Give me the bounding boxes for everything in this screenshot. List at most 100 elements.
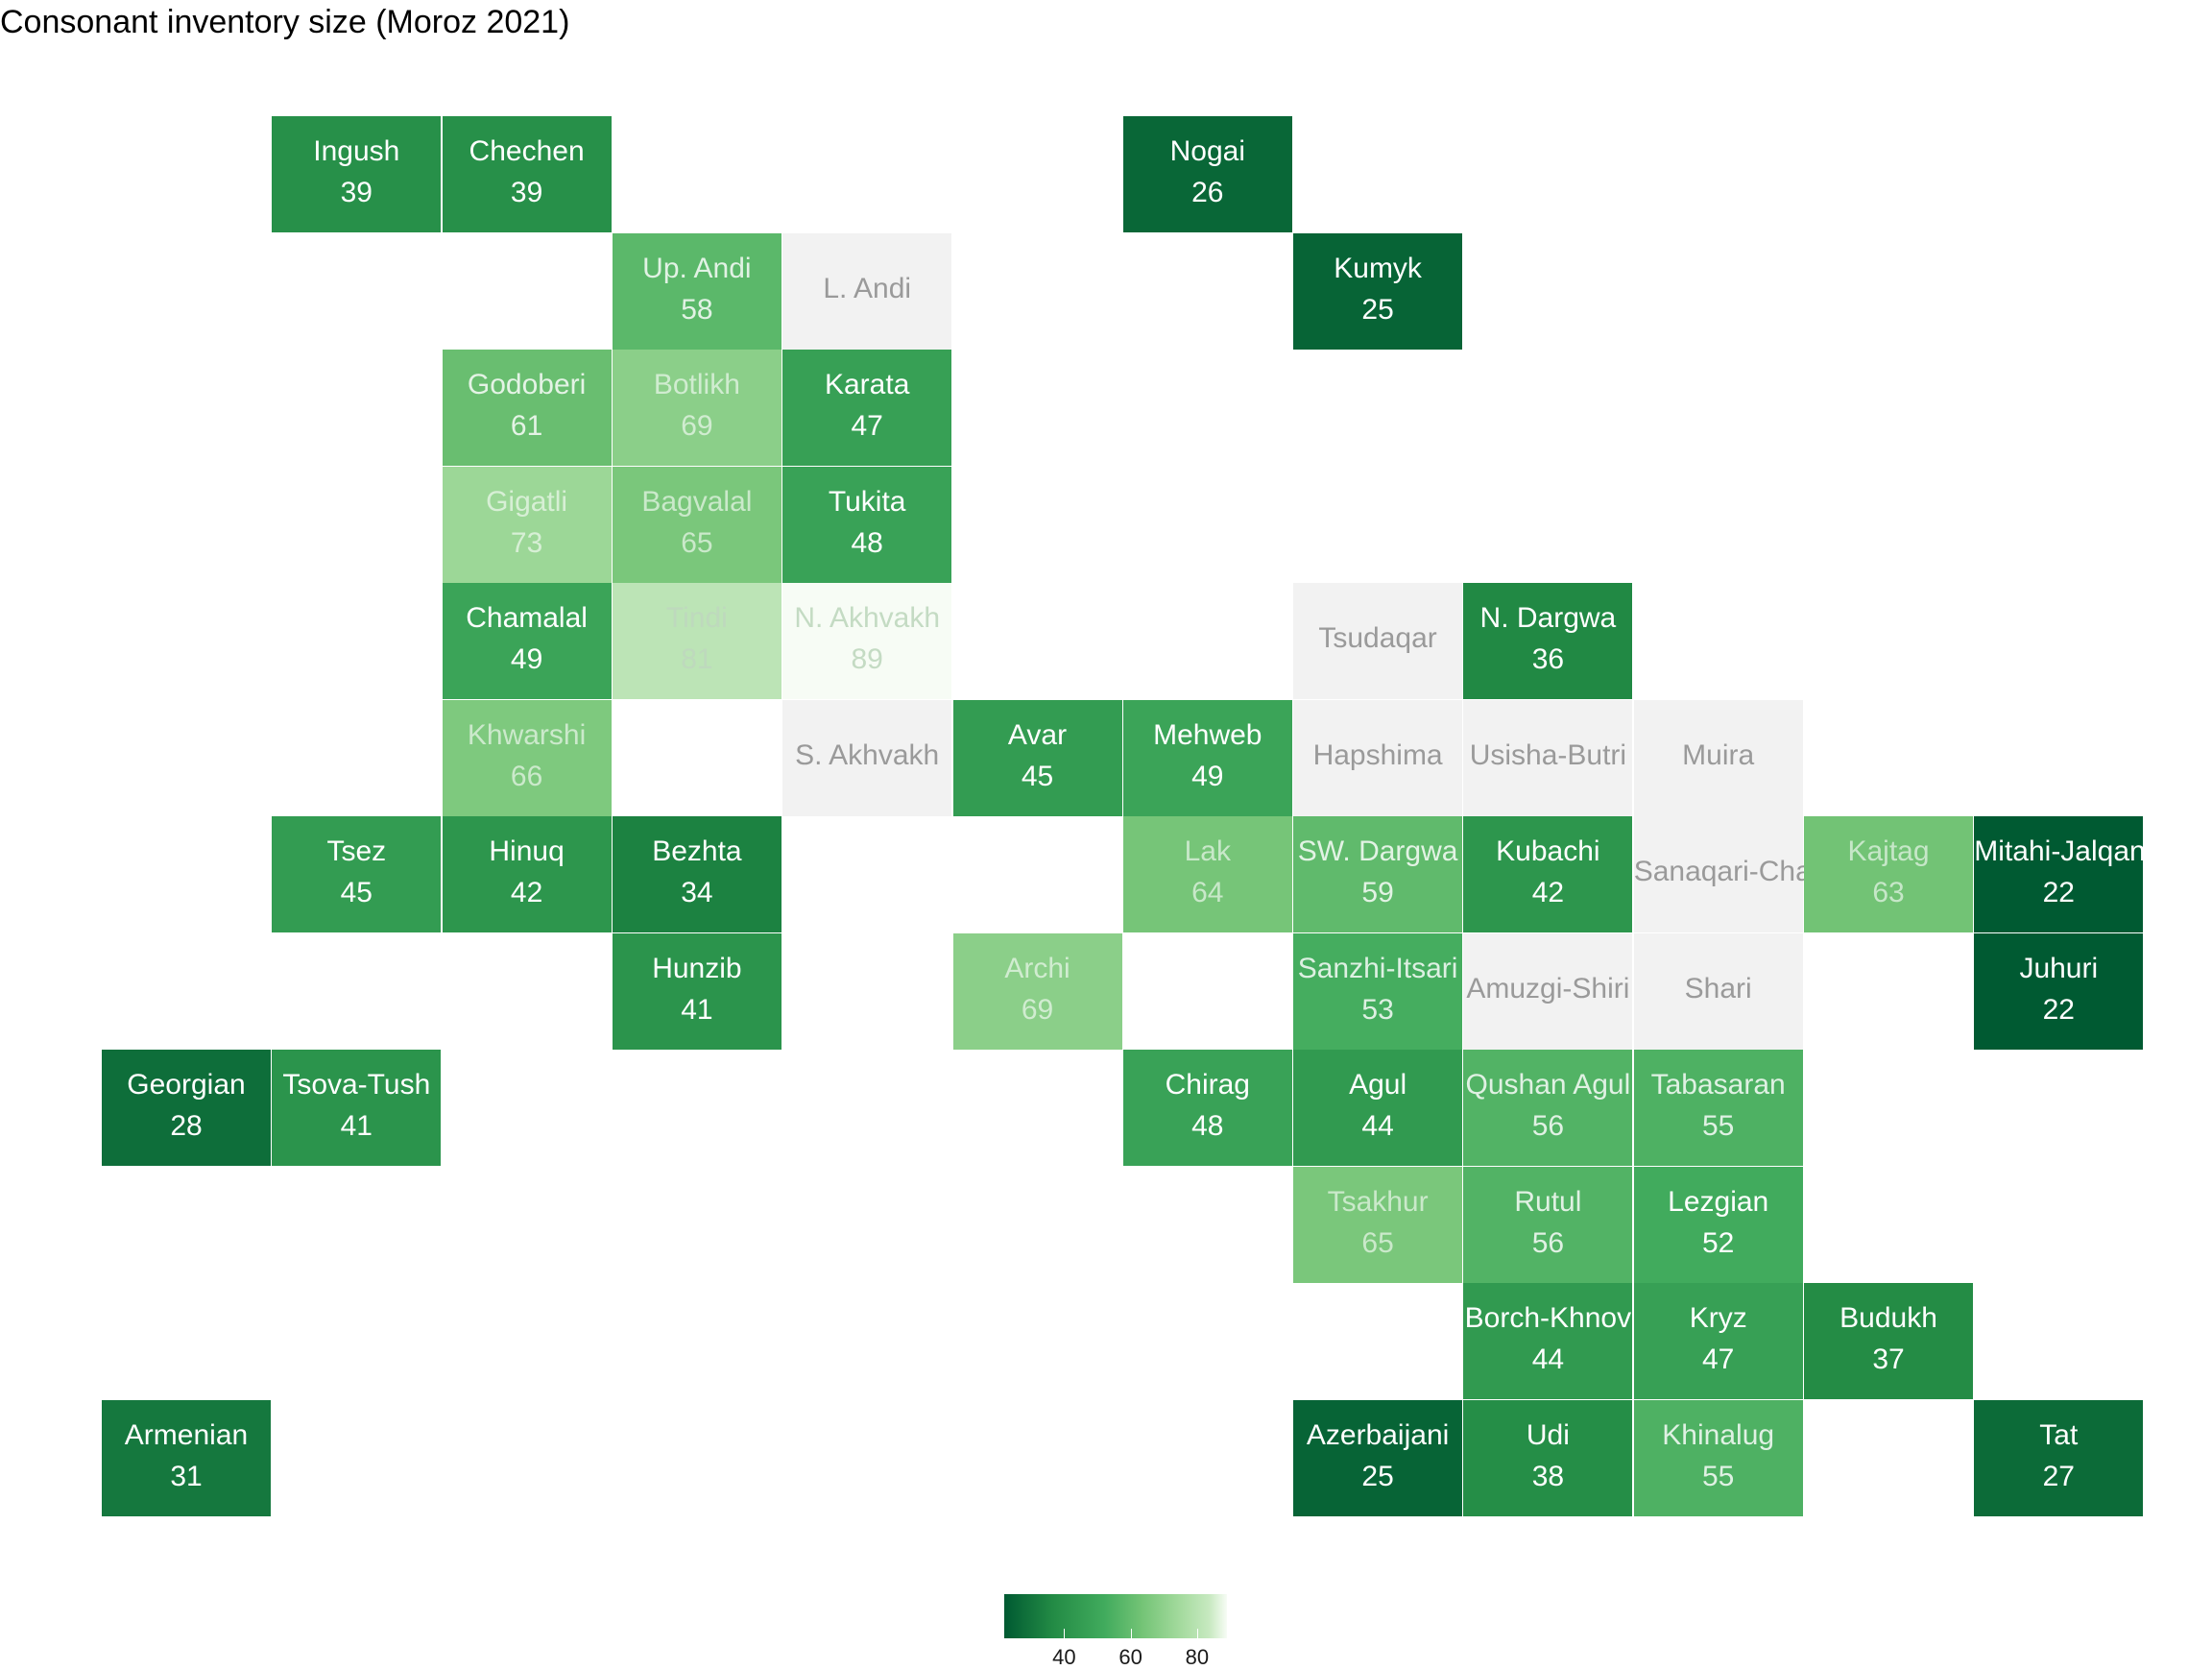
heatmap-cell: Udi 38 (1463, 1399, 1633, 1516)
heatmap-cell: L. Andi (782, 232, 952, 350)
cell-value: 42 (510, 877, 543, 908)
heatmap-cell: Khinalug 55 (1633, 1399, 1803, 1516)
cell-value: 25 (1361, 1460, 1394, 1492)
cell-value: 27 (2042, 1460, 2075, 1492)
cell-label: Avar (1007, 718, 1068, 751)
cell-label: Agul (1349, 1069, 1407, 1101)
heatmap-cell: Kubachi 42 (1463, 816, 1633, 932)
heatmap-cell: Kajtag 63 (1804, 816, 1973, 932)
heatmap-cell: Ingush 39 (272, 116, 442, 232)
heatmap-cell: Khwarshi 66 (442, 699, 612, 816)
cell-value: 45 (1021, 760, 1054, 792)
heatmap-cell: Kryz 47 (1633, 1283, 1803, 1399)
cell-label: Amuzgi-Shiri (1466, 972, 1630, 1004)
cell-label: Udi (1526, 1418, 1570, 1451)
cell-label: Tat (2039, 1418, 2079, 1451)
cell-value: 89 (851, 643, 883, 675)
chart-title: Consonant inventory size (Moroz 2021) (0, 4, 570, 40)
cell-label: Tukita (828, 485, 906, 518)
heatmap-cell: Chamalal 49 (442, 583, 612, 699)
cell-label: Hapshima (1312, 738, 1443, 771)
cell-label: N. Dargwa (1479, 602, 1617, 634)
cell-label: Sanzhi-Itsari (1297, 952, 1458, 984)
cell-label: Borch-Khnov (1464, 1302, 1632, 1334)
cell-value: 45 (340, 877, 373, 908)
legend-tick-label: 80 (1185, 1645, 1210, 1669)
cell-value: 47 (851, 410, 883, 442)
cell-label: Chechen (469, 135, 585, 167)
cell-value: 56 (1531, 1226, 1565, 1259)
heatmap-cell: Tsakhur 65 (1293, 1166, 1463, 1283)
cell-label: Tsova-Tush (282, 1069, 431, 1101)
cell-label: Sanaqari-Chah (1633, 856, 1828, 887)
cell-label: Nogai (1169, 135, 1245, 167)
heatmap-cell: Sanaqari-Chah (1633, 816, 1828, 932)
cell-value: 63 (1872, 877, 1905, 908)
cell-value: 69 (681, 410, 713, 442)
legend-tick (1196, 1629, 1198, 1638)
cell-value: 49 (1191, 760, 1224, 792)
heatmap-cell: Usisha-Butri (1463, 699, 1633, 816)
heatmap-cell: Bagvalal 65 (612, 466, 781, 583)
heatmap-cell: Mitahi-Jalqan 22 (1974, 816, 2146, 932)
cell-label: Chirag (1165, 1069, 1250, 1101)
cell-label: Qushan Agul (1465, 1069, 1631, 1101)
cell-value: 48 (851, 526, 883, 559)
legend-colorbar (1004, 1594, 1227, 1638)
cell-value: 44 (1361, 1110, 1394, 1142)
cell-value: 61 (510, 410, 543, 442)
heatmap-cell: Avar 45 (952, 699, 1122, 816)
heatmap-cell: Hinuq 42 (442, 816, 612, 932)
heatmap-cell: Gigatli 73 (442, 466, 612, 583)
cell-label: Georgian (127, 1069, 246, 1101)
heatmap-cell: Borch-Khnov 44 (1463, 1283, 1633, 1399)
cell-label: Tindi (665, 602, 728, 634)
legend-tick-label: 60 (1118, 1645, 1142, 1669)
heatmap-cell: Sanzhi-Itsari 53 (1293, 932, 1463, 1050)
cell-label: Azerbaijani (1306, 1418, 1450, 1451)
heatmap-cell: Tukita 48 (782, 466, 952, 583)
heatmap-cell: Mehweb 49 (1122, 699, 1292, 816)
heatmap-cell: Nogai 26 (1122, 116, 1292, 232)
cell-value: 22 (2042, 877, 2075, 908)
cell-value: 58 (681, 293, 713, 326)
cell-value: 48 (1191, 1110, 1224, 1142)
cell-label: Tsakhur (1327, 1185, 1429, 1218)
cell-label: L. Andi (823, 272, 912, 304)
heatmap-cell: Lak 64 (1122, 816, 1292, 932)
cell-label: Budukh (1839, 1302, 1937, 1334)
cell-label: Karata (824, 369, 910, 400)
cell-label: Tsudaqar (1318, 622, 1437, 654)
heatmap-cell: Chechen 39 (442, 116, 612, 232)
heatmap-cell: N. Dargwa 36 (1463, 583, 1633, 699)
cell-label: Botlikh (653, 369, 740, 400)
heatmap-cell: Tabasaran 55 (1633, 1050, 1803, 1166)
heatmap-cell: SW. Dargwa 59 (1293, 816, 1463, 932)
cell-value: 26 (1191, 177, 1224, 208)
cell-label: Usisha-Butri (1469, 738, 1627, 771)
heatmap-cell: Chirag 48 (1122, 1050, 1292, 1166)
heatmap-cell: Godoberi 61 (442, 350, 612, 466)
cell-label: Mehweb (1153, 718, 1262, 751)
cell-value: 56 (1531, 1110, 1565, 1142)
cell-value: 49 (510, 643, 543, 675)
cell-value: 44 (1531, 1343, 1565, 1375)
cell-label: Khwarshi (467, 718, 587, 751)
heatmap-cell: Tsez 45 (272, 816, 442, 932)
cell-label: Kubachi (1496, 835, 1600, 867)
cell-value: 55 (1702, 1110, 1735, 1142)
cell-value: 53 (1361, 993, 1394, 1026)
heatmap-cell: N. Akhvakh 89 (782, 583, 952, 699)
cell-label: N. Akhvakh (794, 602, 941, 634)
cell-label: Armenian (124, 1418, 249, 1451)
cell-value: 64 (1191, 877, 1224, 908)
cell-label: Chamalal (466, 602, 588, 634)
heatmap-cell: Juhuri 22 (1974, 932, 2144, 1050)
heatmap-cell: Tsudaqar (1293, 583, 1463, 699)
cell-value: 66 (510, 760, 543, 792)
cell-value: 39 (340, 177, 373, 208)
legend-tick (1064, 1629, 1066, 1638)
cell-value: 39 (510, 177, 543, 208)
cell-label: Hinuq (489, 835, 565, 867)
